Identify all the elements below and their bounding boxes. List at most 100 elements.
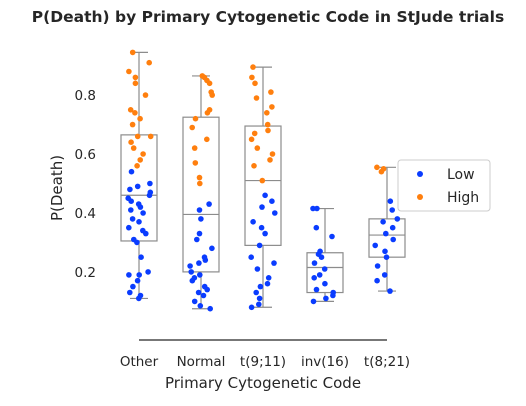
data-point (265, 275, 272, 281)
data-point (259, 204, 265, 210)
data-point (258, 224, 265, 231)
data-point (131, 236, 137, 243)
data-point (265, 127, 271, 134)
data-point (187, 263, 193, 269)
data-point (135, 201, 142, 207)
data-point (264, 110, 270, 116)
data-point (132, 110, 138, 116)
data-point (129, 49, 136, 56)
data-point (250, 64, 256, 70)
x-tick-label: inv(16) (301, 354, 349, 370)
data-point (132, 74, 139, 81)
data-point (262, 192, 268, 199)
data-point (381, 272, 388, 278)
data-point (199, 73, 206, 79)
data-point (251, 163, 257, 169)
data-point (136, 219, 142, 225)
x-tick-label: t(9;11) (240, 354, 286, 370)
data-point (134, 133, 141, 140)
data-point (206, 201, 212, 207)
data-point (254, 145, 261, 151)
legend-label-high: High (447, 190, 479, 206)
data-point (316, 272, 323, 278)
data-point (198, 216, 204, 222)
data-point (313, 224, 320, 231)
data-point (196, 207, 203, 213)
data-point (389, 224, 396, 231)
data-point (137, 115, 143, 122)
data-point (314, 205, 320, 212)
data-point (329, 233, 335, 240)
y-tick-label: 0.4 (75, 206, 96, 222)
data-point (126, 272, 132, 278)
data-point (130, 145, 137, 151)
data-point (192, 115, 199, 122)
x-tick-label: t(8;21) (364, 354, 410, 370)
data-point (128, 168, 135, 175)
legend: Low High (397, 159, 491, 212)
data-point (387, 288, 393, 294)
data-point (253, 95, 260, 101)
data-point (268, 89, 274, 95)
data-point (248, 254, 254, 260)
data-point (129, 121, 136, 128)
data-point (389, 207, 396, 213)
data-point (196, 174, 203, 181)
data-point (134, 277, 141, 284)
data-point (394, 216, 401, 222)
data-point (140, 151, 146, 157)
data-point (128, 139, 134, 145)
data-point (191, 145, 198, 151)
box-other (120, 51, 158, 300)
x-tick-group: Other Normal t(9;11) inv(16) t(8;21) (120, 354, 410, 370)
data-point (269, 104, 275, 110)
data-point (134, 183, 141, 190)
data-point (382, 248, 388, 255)
data-point (374, 164, 380, 171)
data-point (194, 236, 200, 243)
y-axis-label: P(Death) (48, 155, 66, 221)
data-point (188, 269, 194, 275)
data-point (147, 133, 154, 140)
data-point (271, 260, 277, 266)
data-point (256, 242, 263, 249)
data-point (140, 210, 146, 216)
data-point (195, 289, 202, 296)
data-point (132, 80, 139, 87)
data-point (372, 242, 379, 249)
data-point (147, 180, 153, 187)
data-point (387, 198, 394, 204)
x-axis-label: Primary Cytogenetic Code (165, 374, 361, 392)
data-point (189, 124, 195, 131)
data-point (126, 224, 132, 231)
data-point (374, 263, 381, 269)
data-point (249, 74, 255, 81)
data-point (313, 286, 320, 293)
x-tick-label: Other (120, 354, 159, 370)
data-point (383, 230, 389, 237)
data-point (390, 236, 397, 243)
x-tick-label: Normal (177, 354, 226, 370)
data-point (196, 260, 202, 266)
data-point (322, 280, 328, 287)
data-point (254, 266, 261, 272)
data-point (140, 227, 146, 234)
data-point (136, 272, 142, 278)
data-point (197, 303, 204, 309)
data-point (197, 272, 203, 278)
data-point (196, 230, 203, 237)
data-point (248, 136, 255, 143)
data-point (145, 269, 151, 275)
data-point (255, 301, 262, 308)
data-point (248, 304, 255, 311)
data-point (269, 198, 275, 204)
box-group (120, 51, 406, 310)
data-point (272, 210, 278, 216)
data-point (208, 89, 214, 95)
y-tick-label: 0.8 (75, 88, 96, 104)
iqr-box (182, 116, 220, 273)
data-point (201, 254, 208, 260)
chart-title: P(Death) by Primary Cytogenetic Code in … (32, 8, 504, 26)
data-point (321, 266, 328, 272)
data-point (383, 254, 390, 260)
